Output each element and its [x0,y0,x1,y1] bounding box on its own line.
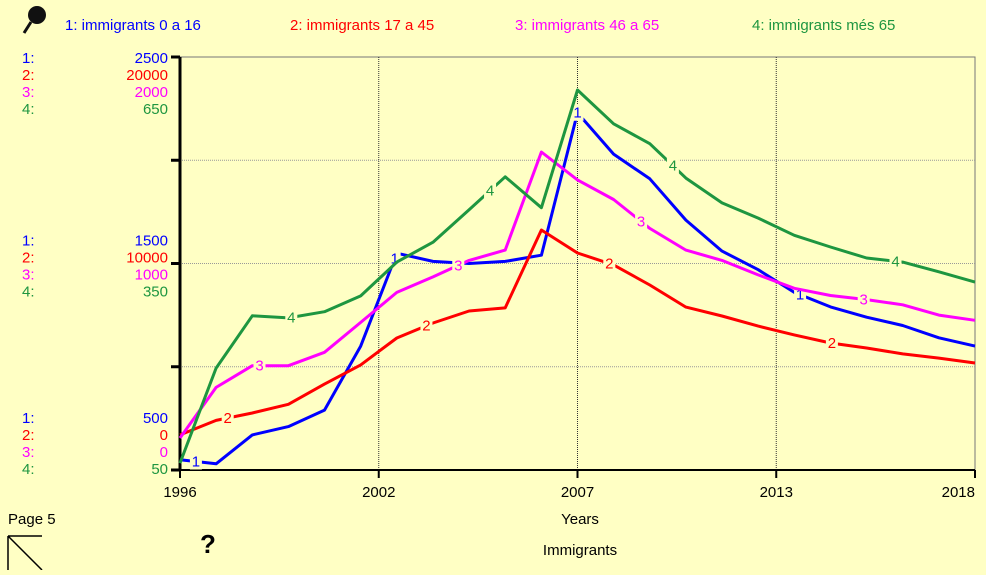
y-tick-label: 0 [160,444,168,461]
marker-bg [253,357,266,374]
legend-entry: 4: immigrants més 65 [752,17,895,34]
y-tick-label: 650 [143,101,168,118]
series-marker: 1 [796,287,804,304]
y-axis-prefix: 4: [22,283,35,300]
marker-bg [420,317,433,334]
page-title: Immigrants [543,542,617,559]
x-tick-label: 2007 [561,484,594,501]
y-axis-prefix: 1: [22,232,35,249]
y-axis-prefix: 2: [22,67,35,84]
y-tick-label: 50 [151,461,168,478]
y-axis-prefix: 2: [22,249,35,266]
x-tick-label: 2002 [362,484,395,501]
series-marker: 1 [573,105,581,122]
y-tick-label: 10000 [126,249,168,266]
series-marker: 2 [224,410,232,427]
marker-bg [635,213,648,230]
marker-bg [221,410,234,427]
legend-entry: 1: immigrants 0 a 16 [65,17,201,34]
page-corner-button[interactable] [7,535,43,571]
series-marker: 3 [255,358,263,375]
y-tick-label: 2500 [135,50,168,67]
y-tick-label: 500 [143,410,168,427]
marker-bg [285,309,298,326]
marker-bg [666,157,679,174]
x-tick-label: 2013 [760,484,793,501]
series-marker: 4 [287,309,295,326]
series-marker: 4 [486,183,494,200]
grid [171,55,976,478]
help-button[interactable]: ? [200,529,216,559]
marker-bg [889,253,902,270]
y-axis-prefix: 3: [22,266,35,283]
y-axis-prefix: 2: [22,427,35,444]
series-marker: 2 [605,255,613,272]
y-axis-prefix: 1: [22,410,35,427]
lines: 1 1 1 1 2 2 2 2 3 3 3 3 4 4 4 4 [178,88,976,470]
x-tick-label: 1996 [163,484,196,501]
y-tick-label: 2000 [135,84,168,101]
marker-bg [825,335,838,352]
series-marker: 3 [637,213,645,230]
y-axis-prefix: 4: [22,101,35,118]
series-marker: 3 [860,291,868,308]
marker-bg [484,182,497,199]
pin-icon[interactable] [22,6,46,34]
y-tick-label: 1500 [135,232,168,249]
series-marker: 4 [891,253,899,270]
marker-bg [452,257,465,274]
series-marker: 1 [390,251,398,268]
y-tick-label: 20000 [126,67,168,84]
legend-entry: 3: immigrants 46 a 65 [515,17,659,34]
series-marker: 4 [669,158,677,175]
series-line [178,88,976,464]
marker-bg [189,453,202,470]
y-tick-label: 0 [160,427,168,444]
series-line [178,150,976,439]
page-label: Page 5 [8,511,56,528]
y-tick-label: 350 [143,283,168,300]
y-axis-prefix: 3: [22,84,35,101]
marker-bg [857,291,870,308]
y-axis-prefix: 3: [22,444,35,461]
y-axis-prefix: 4: [22,461,35,478]
marker-bg [603,255,616,272]
marker-bg [571,104,584,121]
y-axis-prefix: 1: [22,50,35,67]
series-marker: 2 [828,335,836,352]
y-tick-label: 1000 [135,266,168,283]
x-axis-label: Years [561,511,599,528]
legend-entry: 2: immigrants 17 a 45 [290,17,434,34]
x-tick-label: 2018 [942,484,975,501]
series-marker: 2 [422,318,430,335]
series-marker: 1 [192,453,200,470]
series-line [179,228,976,437]
series-marker: 3 [454,257,462,274]
